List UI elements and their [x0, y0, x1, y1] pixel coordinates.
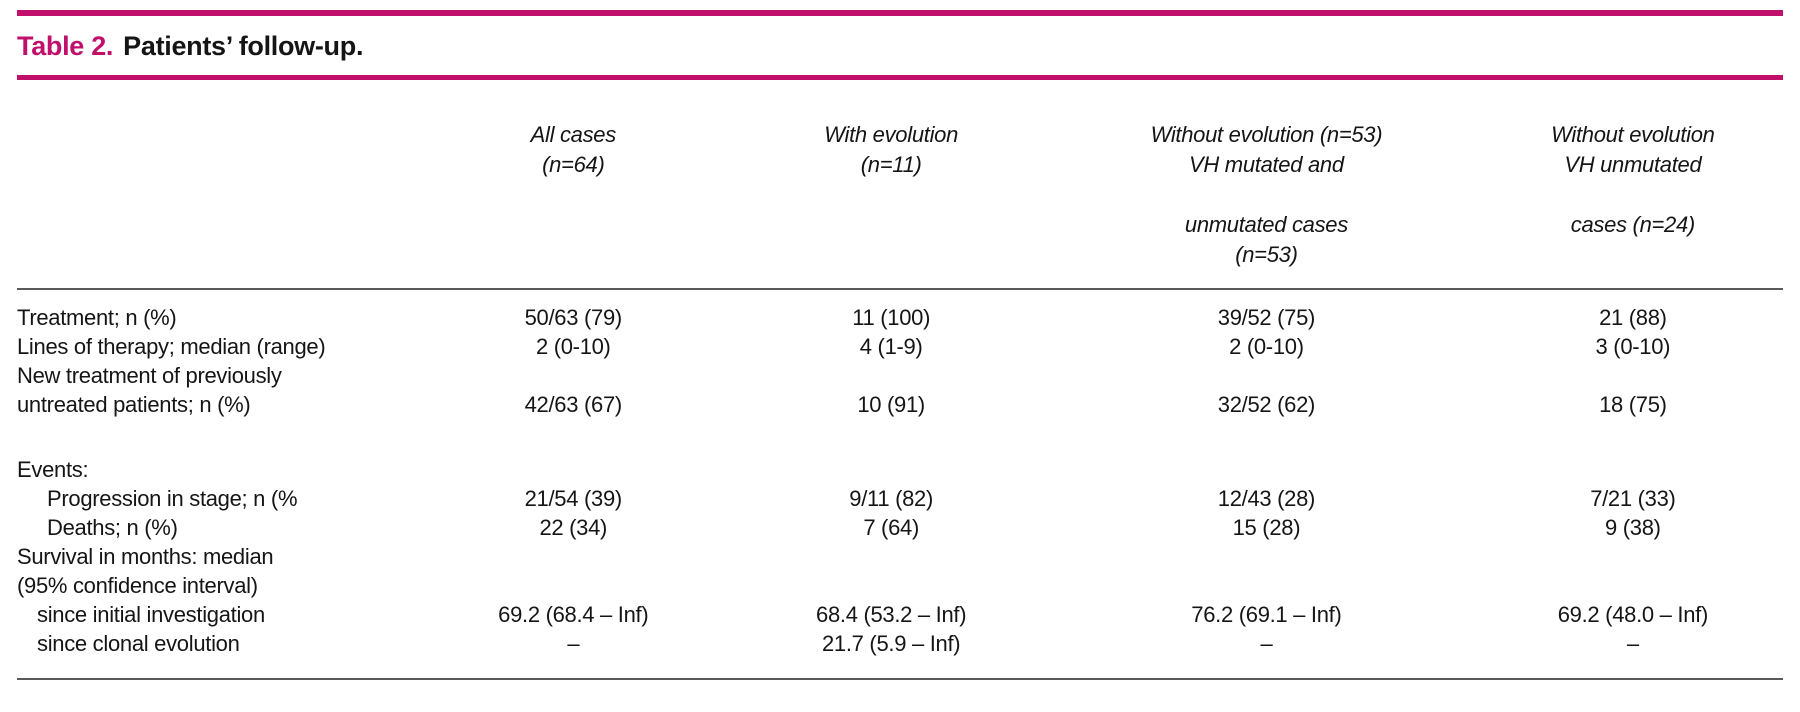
cell-value [1483, 571, 1783, 600]
cell-value: 4 (1-9) [859, 334, 923, 359]
cell-value [1483, 361, 1783, 390]
caption-accent-rule [17, 75, 1783, 80]
cell-value [414, 542, 732, 571]
cell-value [732, 361, 1050, 390]
cell-value [1483, 455, 1783, 484]
cell-value [732, 542, 1050, 571]
cell-value [1050, 361, 1483, 390]
cell-value: 21 (88) [1599, 305, 1667, 330]
row-label [17, 419, 414, 455]
table-row: (95% confidence interval) [17, 571, 1783, 600]
paper-table-page: Table 2. Patients’ follow-up. All cases (… [17, 10, 1783, 680]
table-row: untreated patients; n (%) 42/63 (67) 10 … [17, 390, 1783, 419]
cell-value: 2 (0-10) [535, 334, 611, 359]
column-header-line [1050, 180, 1483, 210]
table-row: Deaths; n (%) 22 (34) 7 (64) 15 (28) 9 (… [17, 513, 1783, 542]
table-title-text: Patients’ follow-up. [123, 31, 364, 61]
column-header-line: With evolution [824, 122, 959, 147]
table-row: Survival in months: median [17, 542, 1783, 571]
cell-value [1483, 542, 1783, 571]
column-header-line: cases (n=24) [1570, 212, 1696, 237]
table-caption: Table 2. Patients’ follow-up. [17, 16, 1783, 75]
column-header-line [1483, 180, 1783, 210]
row-label: Survival in months: median [17, 544, 274, 569]
column-header-line: (n=64) [542, 152, 605, 177]
row-label: Events: [17, 457, 89, 482]
top-accent-rule [17, 10, 1783, 16]
cell-value: – [1260, 631, 1273, 656]
cell-value: 7/21 (33) [1590, 486, 1676, 511]
cell-value: 2 (0-10) [1229, 334, 1304, 359]
cell-value: – [567, 631, 580, 656]
cell-value: 11 (100) [852, 305, 931, 330]
cell-value: 21.7 (5.9 – Inf) [822, 631, 961, 656]
cell-value: 69.2 (68.4 – Inf) [498, 602, 649, 627]
cell-value [732, 571, 1050, 600]
column-header-line: All cases [530, 122, 617, 147]
cell-value: 32/52 (62) [1217, 392, 1316, 417]
cell-value [1050, 419, 1483, 455]
row-label: Lines of therapy; median (range) [17, 334, 326, 359]
column-header-line: (n=53) [1235, 242, 1298, 267]
table-row: since initial investigation 69.2 (68.4 –… [17, 600, 1783, 629]
row-label: Progression in stage; n (% [47, 486, 298, 511]
column-header-line: (n=11) [860, 152, 922, 177]
row-label: Treatment; n (%) [17, 305, 177, 330]
cell-value [414, 361, 732, 390]
cell-value: 18 (75) [1599, 392, 1667, 417]
column-header-line: VH unmutated [1564, 152, 1702, 177]
row-label: since clonal evolution [37, 631, 240, 656]
cell-value: 68.4 (53.2 – Inf) [816, 602, 967, 627]
cell-value [732, 419, 1050, 455]
column-header-line: VH mutated and [1189, 152, 1344, 177]
column-header-empty [17, 80, 415, 290]
table-number-label: Table 2. [17, 31, 114, 61]
cell-value: 39/52 (75) [1217, 305, 1316, 330]
cell-value [414, 455, 732, 484]
table-row: Lines of therapy; median (range) 2 (0-10… [17, 332, 1783, 361]
cell-value [1050, 542, 1483, 571]
table-row: New treatment of previously [17, 361, 1783, 390]
cell-value: 3 (0-10) [1595, 334, 1671, 359]
cell-value: 22 (34) [539, 515, 608, 540]
cell-value [1483, 419, 1783, 455]
spacer-row [17, 419, 1783, 455]
cell-value: 21/54 (39) [524, 486, 623, 511]
cell-value: 50/63 (79) [524, 305, 623, 330]
cell-value: 12/43 (28) [1217, 486, 1316, 511]
column-header-line: unmutated cases [1184, 212, 1348, 237]
cell-value: 9 (38) [1605, 515, 1661, 540]
cell-value: 69.2 (48.0 – Inf) [1557, 602, 1709, 627]
cell-value: – [1626, 631, 1639, 656]
column-header-without-evolution-unmutated: Without evolution VH unmutated cases (n=… [1482, 80, 1783, 290]
cell-value: 15 (28) [1232, 515, 1301, 540]
column-header-all-cases: All cases (n=64) [414, 80, 733, 290]
patients-follow-up-table: All cases (n=64) With evolution (n=11) W… [17, 80, 1783, 680]
cell-value [732, 455, 1050, 484]
column-header-without-evolution-mutated: Without evolution (n=53) VH mutated and … [1050, 80, 1483, 290]
cell-value: 9/11 (82) [849, 486, 934, 511]
row-label: since initial investigation [37, 602, 265, 627]
cell-value: 76.2 (69.1 – Inf) [1191, 602, 1342, 627]
row-label: Deaths; n (%) [47, 515, 178, 540]
column-header-line: Without evolution [1551, 122, 1715, 147]
cell-value [414, 571, 732, 600]
table-row: since clonal evolution – 21.7 (5.9 – Inf… [17, 629, 1783, 679]
table-row: Progression in stage; n (% 21/54 (39) 9/… [17, 484, 1783, 513]
cell-value [414, 419, 732, 455]
table-row: Treatment; n (%) 50/63 (79) 11 (100) 39/… [17, 289, 1783, 332]
header-row: All cases (n=64) With evolution (n=11) W… [17, 80, 1783, 290]
row-label: New treatment of previously [17, 363, 282, 388]
cell-value [1050, 571, 1483, 600]
cell-value: 10 (91) [857, 392, 925, 417]
cell-value [1050, 455, 1483, 484]
cell-value: 42/63 (67) [524, 392, 623, 417]
row-label: (95% confidence interval) [17, 573, 258, 598]
row-label: untreated patients; n (%) [17, 392, 251, 417]
column-header-line: Without evolution (n=53) [1150, 122, 1383, 147]
column-header-with-evolution: With evolution (n=11) [732, 80, 1051, 290]
cell-value: 7 (64) [863, 515, 919, 540]
table-row: Events: [17, 455, 1783, 484]
